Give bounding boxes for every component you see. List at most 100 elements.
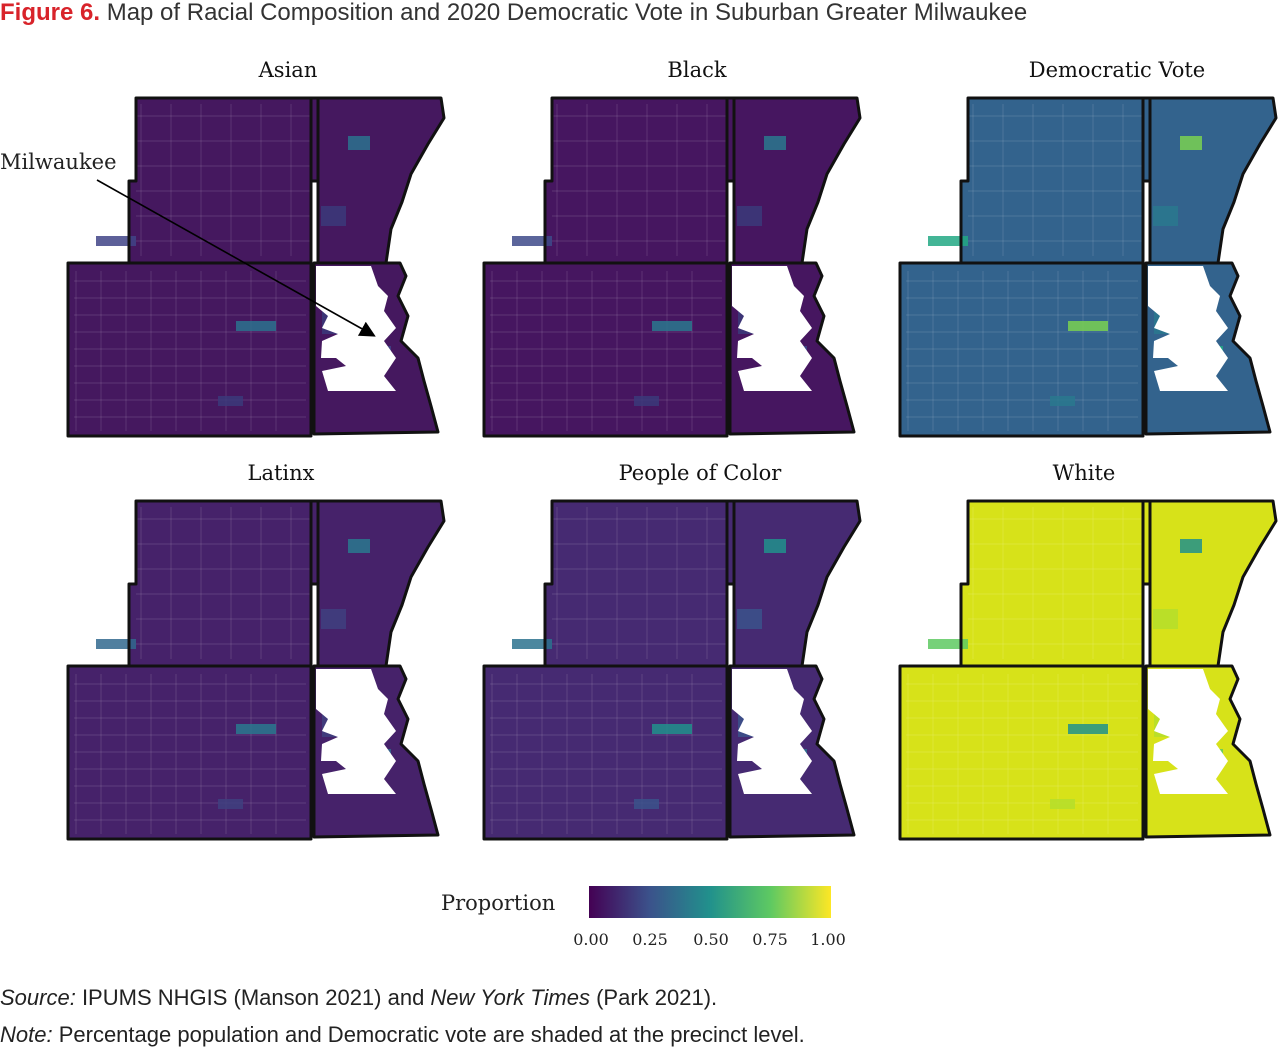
precinct-patch bbox=[218, 799, 243, 809]
county-border-se bbox=[1144, 261, 1272, 436]
map-latinx bbox=[66, 499, 446, 841]
precinct-patch bbox=[348, 136, 370, 150]
county-border-se bbox=[312, 261, 440, 436]
precinct-patch bbox=[1050, 799, 1075, 809]
legend-title: Proportion bbox=[441, 891, 556, 915]
legend-tick-label: 0.25 bbox=[632, 930, 668, 949]
precinct-patch bbox=[928, 236, 968, 246]
note-line: Note: Percentage population and Democrat… bbox=[0, 1022, 805, 1048]
county-border-se bbox=[1144, 664, 1272, 839]
map-white bbox=[898, 499, 1278, 841]
county-border-sw bbox=[898, 261, 1145, 438]
precinct-patch bbox=[512, 639, 552, 649]
precinct-patch bbox=[634, 799, 659, 809]
milwaukee-city bbox=[732, 266, 812, 391]
map-black bbox=[482, 96, 862, 438]
precinct-patch bbox=[512, 236, 552, 246]
county-nw bbox=[961, 98, 1150, 263]
panel-title-black: Black bbox=[667, 58, 727, 82]
legend-tick-label: 0.75 bbox=[752, 930, 788, 949]
precinct-lines bbox=[74, 507, 311, 834]
county-nw bbox=[129, 98, 318, 263]
precinct-patch bbox=[737, 609, 762, 629]
precinct-patch bbox=[1180, 539, 1202, 553]
legend-ticks bbox=[589, 918, 831, 924]
county-sw bbox=[484, 263, 727, 436]
county-border-sw bbox=[482, 261, 729, 438]
source-label: Source: bbox=[0, 985, 76, 1010]
county-border-ne bbox=[1141, 96, 1278, 265]
legend-colorbar bbox=[589, 886, 831, 918]
precinct-patch bbox=[737, 206, 762, 226]
county-border-sw bbox=[898, 664, 1145, 841]
county-border-se bbox=[728, 664, 856, 839]
panel-title-asian: Asian bbox=[258, 58, 318, 82]
precinct-patch bbox=[1050, 396, 1075, 406]
milwaukee-city bbox=[1148, 266, 1228, 391]
legend-tick-label: 0.00 bbox=[573, 930, 609, 949]
panel-title-latinx: Latinx bbox=[247, 461, 315, 485]
note-text: Percentage population and Democratic vot… bbox=[52, 1022, 805, 1047]
county-nw bbox=[545, 501, 734, 666]
county-border-ne bbox=[309, 96, 446, 265]
legend-tick-label: 1.00 bbox=[810, 930, 846, 949]
map-people-of-color bbox=[482, 499, 862, 841]
source-text-1: IPUMS NHGIS (Manson 2021) and bbox=[75, 985, 431, 1010]
precinct-patch bbox=[321, 609, 346, 629]
county-border-sw bbox=[482, 664, 729, 841]
precinct-patch bbox=[1180, 136, 1202, 150]
county-border-ne bbox=[725, 96, 862, 265]
legend-labels: 0.00 0.25 0.50 0.75 1.00 bbox=[0, 930, 1280, 952]
county-border-se bbox=[312, 664, 440, 839]
precinct-patch bbox=[764, 136, 786, 150]
precinct-patch bbox=[652, 321, 692, 331]
precinct-lines bbox=[490, 104, 727, 431]
precinct-lines bbox=[74, 104, 311, 431]
panel-title-people-of-color: People of Color bbox=[618, 461, 782, 485]
precinct-lines bbox=[906, 507, 1143, 834]
precinct-patch bbox=[634, 396, 659, 406]
county-border-ne bbox=[1141, 499, 1278, 668]
legend-tick-label: 0.50 bbox=[693, 930, 729, 949]
milwaukee-city bbox=[316, 669, 396, 794]
source-publication: New York Times bbox=[430, 985, 590, 1010]
precinct-patch bbox=[1068, 724, 1108, 734]
milwaukee-label: Milwaukee bbox=[0, 150, 117, 174]
figure-title: Figure 6. Map of Racial Composition and … bbox=[0, 0, 1027, 26]
precinct-patch bbox=[928, 639, 968, 649]
county-border-se bbox=[728, 261, 856, 436]
county-sw bbox=[68, 263, 311, 436]
county-nw bbox=[545, 98, 734, 263]
figure-label: Figure 6. bbox=[0, 0, 101, 26]
precinct-patch bbox=[1153, 609, 1178, 629]
precinct-lines bbox=[490, 507, 727, 834]
source-line: Source: IPUMS NHGIS (Manson 2021) and Ne… bbox=[0, 985, 717, 1011]
county-sw bbox=[68, 666, 311, 839]
precinct-patch bbox=[1153, 206, 1178, 226]
county-sw bbox=[900, 263, 1143, 436]
precinct-patch bbox=[236, 724, 276, 734]
source-text-2: (Park 2021). bbox=[589, 985, 718, 1010]
county-nw bbox=[129, 501, 318, 666]
precinct-patch bbox=[348, 539, 370, 553]
panel-title-white: White bbox=[1052, 461, 1116, 485]
precinct-patch bbox=[96, 236, 136, 246]
county-sw bbox=[484, 666, 727, 839]
panel-title-democratic-vote: Democratic Vote bbox=[1028, 58, 1206, 82]
precinct-patch bbox=[1068, 321, 1108, 331]
precinct-patch bbox=[321, 206, 346, 226]
figure-title-text: Map of Racial Composition and 2020 Democ… bbox=[106, 0, 1028, 26]
county-border-sw bbox=[66, 261, 313, 438]
county-nw bbox=[961, 501, 1150, 666]
precinct-patch bbox=[96, 639, 136, 649]
map-democratic-vote bbox=[898, 96, 1278, 438]
precinct-patch bbox=[218, 396, 243, 406]
county-sw bbox=[900, 666, 1143, 839]
precinct-patch bbox=[652, 724, 692, 734]
milwaukee-city bbox=[732, 669, 812, 794]
precinct-patch bbox=[764, 539, 786, 553]
note-label: Note: bbox=[0, 1022, 53, 1047]
precinct-patch bbox=[236, 321, 276, 331]
county-border-sw bbox=[66, 664, 313, 841]
